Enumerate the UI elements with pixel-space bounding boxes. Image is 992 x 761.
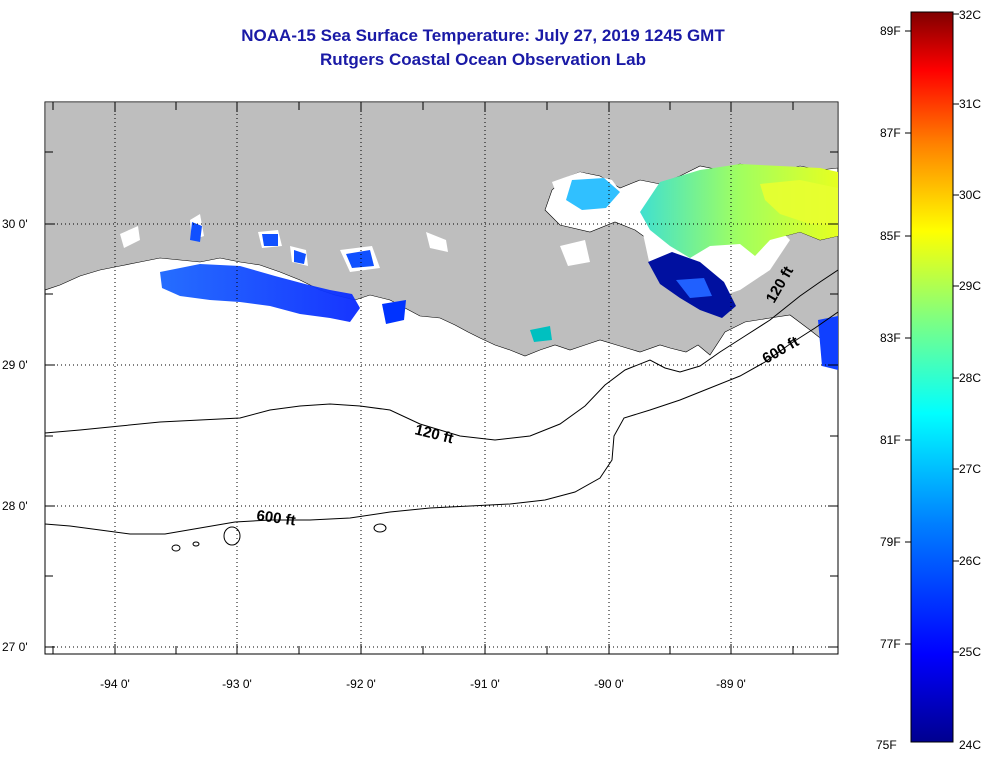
cb-f-79: 79F [880, 535, 901, 549]
sst-patch-pontchartrain [566, 178, 620, 210]
cb-f-85: 85F [880, 229, 901, 243]
cb-c-29: 29C [959, 279, 981, 293]
sst-patch-east-edge [818, 316, 838, 370]
lat-label-27: 27 0' [2, 640, 28, 654]
sst-patch-sabine [190, 222, 202, 242]
lat-label-30: 30 0' [2, 217, 28, 231]
lat-label-29: 29 0' [2, 358, 28, 372]
cb-c-30: 30C [959, 188, 981, 202]
contour-island-3 [171, 544, 181, 552]
sst-data-layer [160, 164, 838, 370]
contour-island-2 [373, 523, 387, 533]
sst-patch-chandeleur-light [676, 278, 712, 298]
contour-600ft [45, 311, 838, 535]
sst-patch-calcasieu [262, 234, 278, 246]
cb-c-27: 27C [959, 462, 981, 476]
sst-patch-vermilion [294, 250, 306, 264]
lon-label-90: -90 0' [594, 677, 624, 691]
cb-c-25: 25C [959, 645, 981, 659]
cb-c-32: 32C [959, 8, 981, 22]
cb-f-87: 87F [880, 126, 901, 140]
lon-label-92: -92 0' [346, 677, 376, 691]
cb-c-28: 28C [959, 371, 981, 385]
sst-patch-west [160, 264, 360, 322]
cb-f-83: 83F [880, 331, 901, 345]
map-title: NOAA-15 Sea Surface Temperature: July 27… [241, 26, 725, 45]
map-subtitle: Rutgers Coastal Ocean Observation Lab [320, 50, 646, 69]
cb-f-81: 81F [880, 433, 901, 447]
contour-island-1 [223, 526, 241, 546]
land-bay-lakes [426, 232, 448, 252]
cb-c-31: 31C [959, 97, 981, 111]
contour-island-4 [192, 541, 200, 547]
depth-contours [45, 269, 838, 552]
land-bay-west [120, 226, 140, 248]
contour-120ft [45, 269, 838, 441]
lon-label-94: -94 0' [100, 677, 130, 691]
lon-label-93: -93 0' [222, 677, 252, 691]
cb-c-26: 26C [959, 554, 981, 568]
cb-f-89: 89F [880, 24, 901, 38]
land-mass [45, 102, 838, 357]
contour-label-600ft: 600 ft [255, 507, 296, 529]
sst-patch-delta [530, 326, 552, 342]
cb-f-77: 77F [880, 637, 901, 651]
sst-patch-west-small [382, 300, 406, 324]
lon-label-89: -89 0' [716, 677, 746, 691]
colorbar [910, 11, 954, 743]
colorbar-ticks [905, 13, 959, 653]
lon-label-91: -91 0' [470, 677, 500, 691]
frame-ticks [45, 102, 838, 654]
cb-f-75: 75F [876, 738, 897, 752]
graticule [45, 102, 838, 654]
lat-label-28: 28 0' [2, 499, 28, 513]
cb-c-24: 24C [959, 738, 981, 752]
sst-patch-atchafalaya [346, 250, 374, 268]
sst-patch-east-yellow [760, 180, 838, 226]
land-bay-borgne [560, 240, 590, 266]
